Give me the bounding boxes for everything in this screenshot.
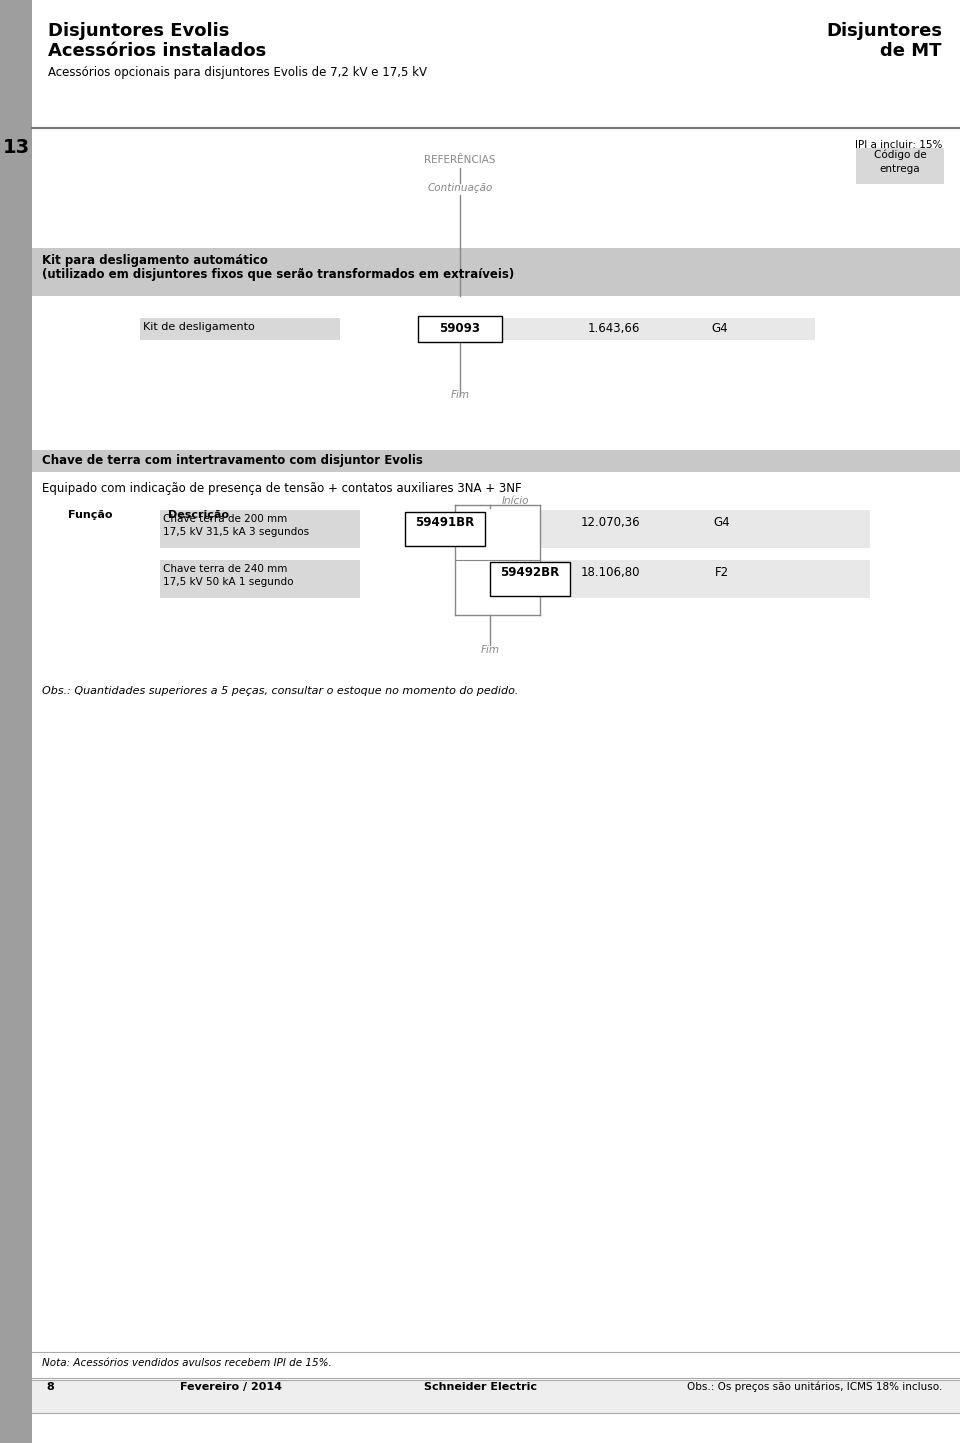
Text: de MT: de MT: [880, 42, 942, 61]
Text: F2: F2: [715, 566, 729, 579]
Bar: [0, 0, 32, 1443]
Text: Descrição: Descrição: [168, 509, 229, 519]
Text: Nota: Acessórios vendidos avulsos recebem IPI de 15%.: Nota: Acessórios vendidos avulsos recebe…: [42, 1358, 332, 1368]
Text: Fim: Fim: [481, 645, 499, 655]
Text: Início: Início: [501, 496, 529, 506]
Text: G4: G4: [711, 322, 729, 335]
Text: Código de
entrega: Código de entrega: [874, 150, 926, 173]
Text: Disjuntores Evolis: Disjuntores Evolis: [48, 22, 229, 40]
Bar: [418, 316, 502, 342]
Text: Obs.: Quantidades superiores a 5 peças, consultar o estoque no momento do pedido: Obs.: Quantidades superiores a 5 peças, …: [42, 685, 518, 696]
Bar: [500, 317, 815, 341]
Text: Kit para desligamento automático: Kit para desligamento automático: [42, 254, 268, 267]
Text: Obs.: Os preços são unitários, ICMS 18% incluso.: Obs.: Os preços são unitários, ICMS 18% …: [686, 1382, 942, 1392]
Text: REFERÊNCIAS: REFERÊNCIAS: [424, 154, 495, 165]
Text: Acessórios instalados: Acessórios instalados: [48, 42, 266, 61]
Text: Chave terra de 240 mm: Chave terra de 240 mm: [163, 564, 287, 574]
Bar: [540, 560, 870, 597]
Bar: [856, 149, 944, 185]
Text: Acessórios opcionais para disjuntores Evolis de 7,2 kV e 17,5 kV: Acessórios opcionais para disjuntores Ev…: [48, 66, 427, 79]
Bar: [540, 509, 870, 548]
Text: 1.643,66: 1.643,66: [588, 322, 640, 335]
Text: IPI a incluir: 15%: IPI a incluir: 15%: [854, 140, 942, 150]
Text: Schneider Electric: Schneider Electric: [423, 1382, 537, 1392]
Text: Função: Função: [68, 509, 112, 519]
Text: 18.106,80: 18.106,80: [581, 566, 640, 579]
Text: 13: 13: [3, 139, 30, 157]
Text: G4: G4: [713, 517, 731, 530]
Text: 59492BR: 59492BR: [500, 566, 560, 579]
Bar: [140, 317, 340, 341]
Text: Fim: Fim: [450, 390, 469, 400]
Text: 8: 8: [46, 1382, 54, 1392]
Bar: [32, 450, 960, 472]
Text: 17,5 kV 50 kA 1 segundo: 17,5 kV 50 kA 1 segundo: [163, 577, 294, 587]
Bar: [32, 1380, 960, 1413]
Bar: [160, 560, 360, 597]
Bar: [160, 509, 360, 548]
Text: 59093: 59093: [440, 322, 481, 335]
Text: Chave de terra com intertravamento com disjuntor Evolis: Chave de terra com intertravamento com d…: [42, 455, 422, 468]
Text: (utilizado em disjuntores fixos que serão transformados em extraíveis): (utilizado em disjuntores fixos que serã…: [42, 268, 515, 281]
Bar: [405, 512, 485, 545]
Bar: [490, 561, 570, 596]
Text: Continuação: Continuação: [427, 183, 492, 193]
Bar: [32, 248, 960, 296]
Text: Kit de desligamento: Kit de desligamento: [143, 322, 254, 332]
Text: Disjuntores: Disjuntores: [826, 22, 942, 40]
Text: Fevereiro / 2014: Fevereiro / 2014: [180, 1382, 282, 1392]
Text: Chave terra de 200 mm: Chave terra de 200 mm: [163, 514, 287, 524]
Text: 12.070,36: 12.070,36: [581, 517, 640, 530]
Text: 17,5 kV 31,5 kA 3 segundos: 17,5 kV 31,5 kA 3 segundos: [163, 527, 309, 537]
Text: 59491BR: 59491BR: [416, 517, 474, 530]
Text: Equipado com indicação de presença de tensão + contatos auxiliares 3NA + 3NF: Equipado com indicação de presença de te…: [42, 482, 521, 495]
